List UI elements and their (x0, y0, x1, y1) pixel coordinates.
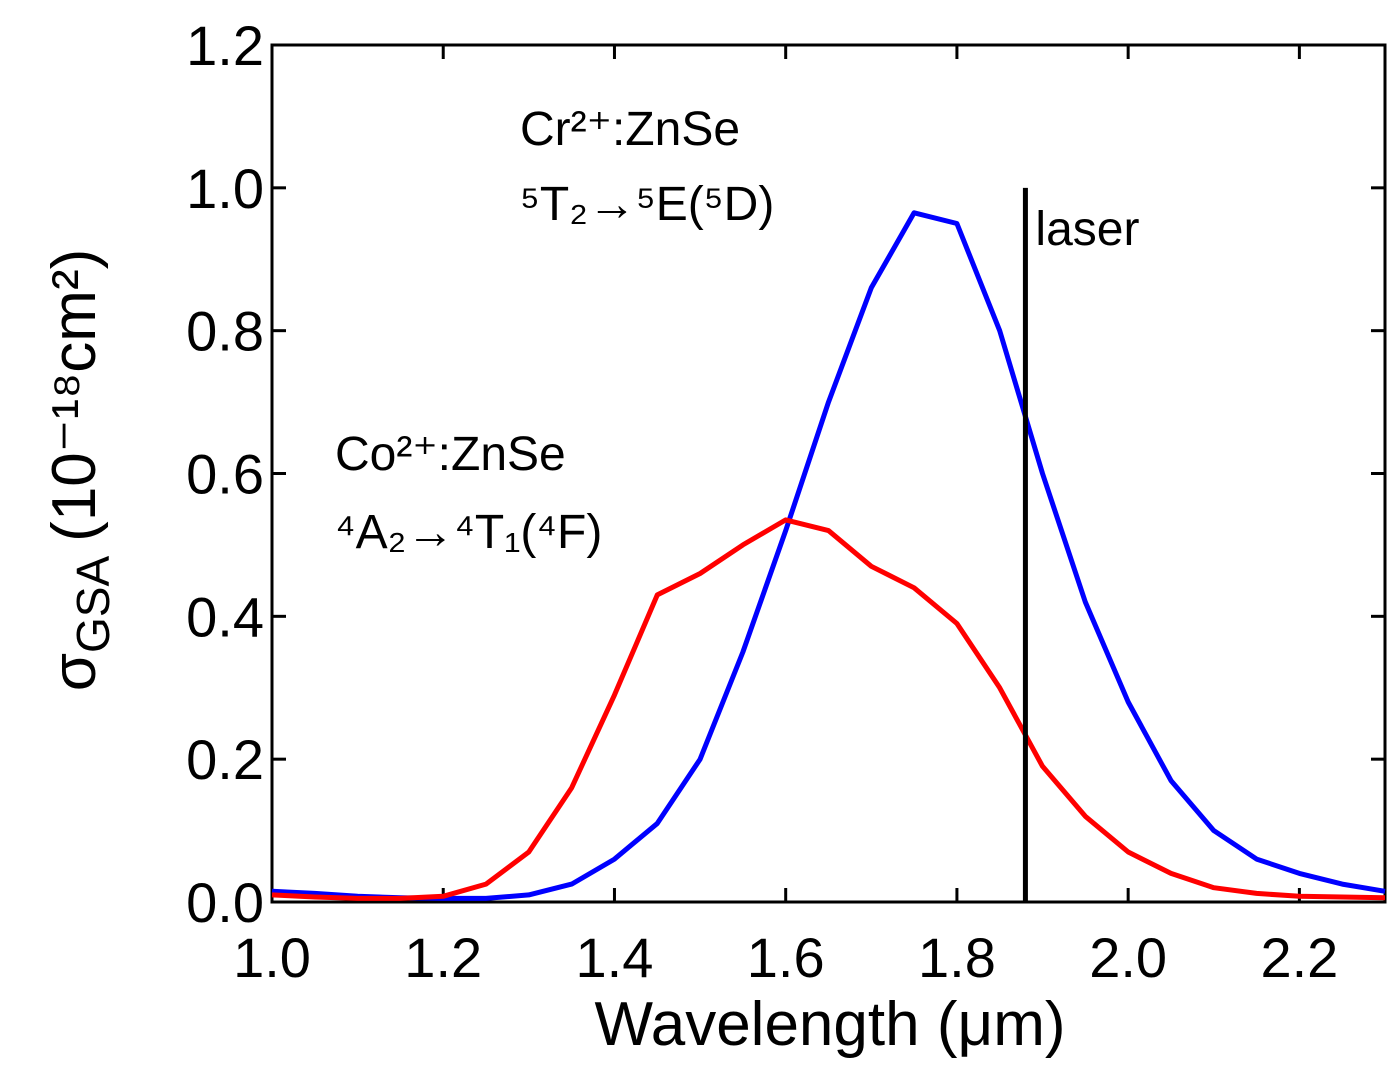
x-tick-label: 1.6 (747, 926, 825, 989)
x-tick-label: 2.0 (1089, 926, 1167, 989)
laser-label: laser (1035, 203, 1139, 256)
x-tick-label: 1.0 (233, 926, 311, 989)
annotation: Co²⁺:ZnSe (335, 428, 566, 481)
y-tick-label: 0.6 (186, 443, 264, 506)
y-tick-label: 0.2 (186, 728, 264, 791)
annotation: ⁵T₂→⁵E(⁵D) (520, 178, 774, 231)
annotation: ⁴A₂→⁴T₁(⁴F) (335, 506, 602, 559)
y-tick-label: 1.0 (186, 157, 264, 220)
x-axis-title: Wavelength (μm) (595, 990, 1066, 1059)
y-tick-label: 1.2 (186, 14, 264, 77)
series-line (271, 210, 1386, 901)
y-axis-title: σGSA (10⁻¹⁸cm²) (40, 249, 119, 692)
x-tick-label: 1.2 (404, 926, 482, 989)
y-unit: (10⁻¹⁸cm²) (40, 249, 109, 542)
annotation: Cr²⁺:ZnSe (520, 103, 740, 156)
y-subscript: GSA (67, 556, 119, 653)
y-symbol: σ (40, 653, 109, 691)
x-tick-label: 2.2 (1260, 926, 1338, 989)
y-tick-label: 0.4 (186, 585, 264, 648)
y-tick-label: 0.0 (186, 871, 264, 934)
x-tick-label: 1.4 (576, 926, 654, 989)
x-tick-label: 1.8 (918, 926, 996, 989)
series-line (271, 517, 1386, 901)
y-tick-label: 0.8 (186, 300, 264, 363)
